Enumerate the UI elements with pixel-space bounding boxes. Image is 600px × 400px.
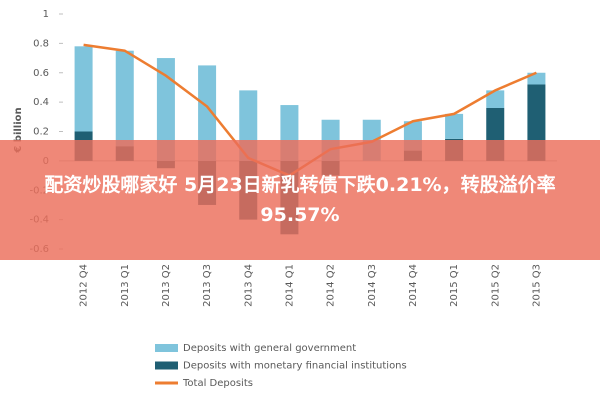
x-tick-label: 2014 Q3: [367, 264, 378, 307]
x-tick-label: 2014 Q2: [326, 264, 337, 307]
x-tick-label: 2013 Q4: [243, 264, 254, 307]
x-tick-label: 2015 Q3: [531, 264, 542, 307]
bar: [156, 58, 175, 161]
x-tick-label: 2012 Q4: [79, 264, 90, 307]
bar: [198, 65, 217, 161]
y-tick-label: 0.4: [33, 97, 49, 108]
legend-label: Deposits with general government: [183, 343, 356, 354]
x-tick-label: 2013 Q3: [202, 264, 213, 307]
legend-swatch: [155, 344, 178, 352]
banner-text: 配资炒股哪家好 5月23日新乳转债下跌0.21%，转股溢价率95.57%: [44, 174, 556, 226]
x-tick-label: 2013 Q1: [120, 264, 131, 307]
bar: [486, 90, 505, 108]
y-tick-label: 0.6: [33, 68, 49, 79]
banner: 配资炒股哪家好 5月23日新乳转债下跌0.21%，转股溢价率95.57%: [0, 140, 600, 260]
bar: [527, 72, 546, 85]
x-tick-label: 2013 Q2: [161, 264, 172, 307]
x-tick-label: 2014 Q4: [408, 264, 419, 307]
y-tick-label: 0.2: [33, 127, 49, 138]
bar: [74, 46, 93, 132]
y-axis-label: € billion: [13, 107, 24, 153]
bar: [445, 113, 464, 139]
x-tick-label: 2015 Q1: [449, 264, 460, 307]
x-tick-label: 2014 Q1: [284, 264, 295, 307]
legend-swatch: [155, 361, 178, 370]
bar: [115, 50, 134, 147]
legend-label: Deposits with monetary financial institu…: [183, 361, 407, 372]
y-tick-label: 1: [43, 9, 49, 20]
legend-label: Total Deposits: [182, 378, 253, 389]
y-tick-label: 0.8: [33, 38, 49, 49]
x-tick-label: 2015 Q2: [490, 264, 501, 307]
